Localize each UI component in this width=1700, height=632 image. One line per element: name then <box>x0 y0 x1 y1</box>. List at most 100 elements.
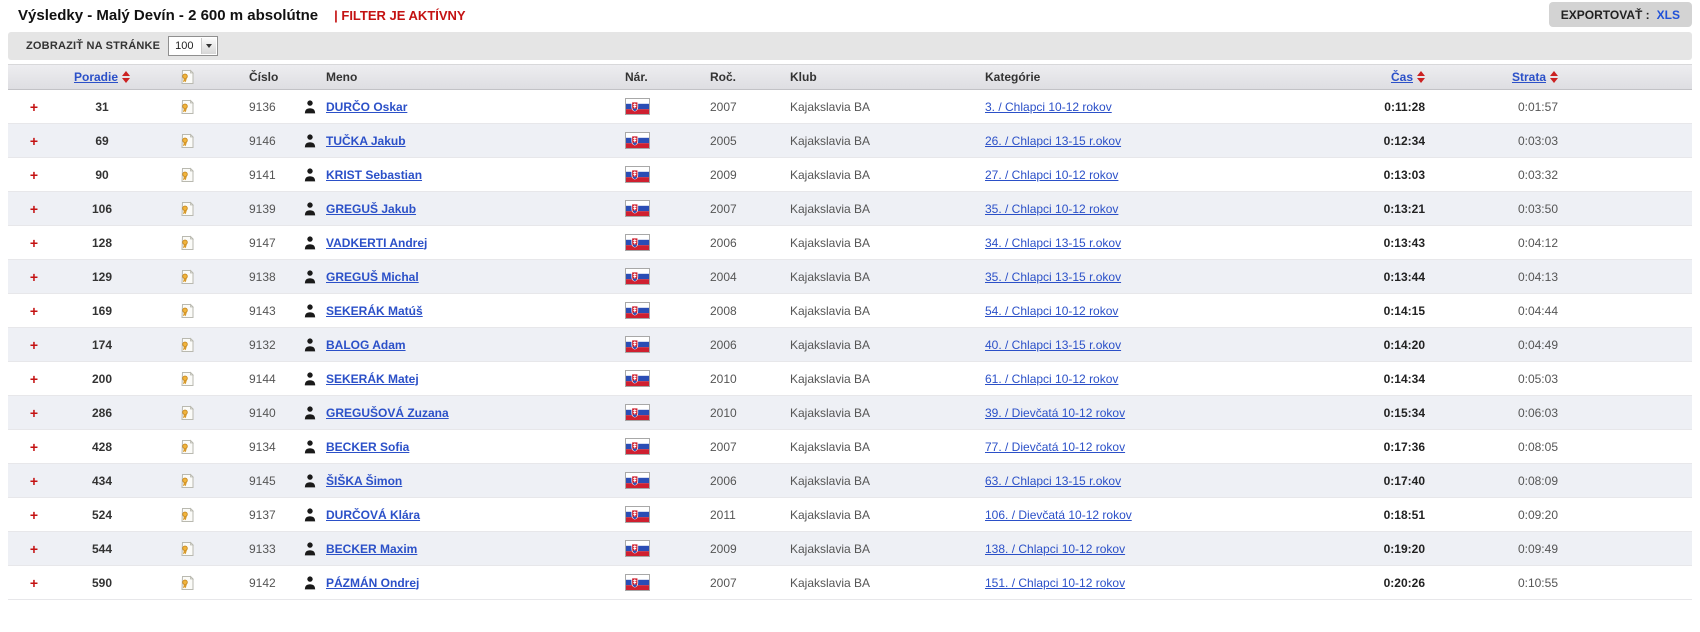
diploma-icon[interactable] <box>180 507 195 523</box>
table-row: + 524 9137 DURČOVÁ Klára <box>8 498 1692 532</box>
select-arrow-area[interactable] <box>201 38 217 54</box>
time-value: 0:13:43 <box>1383 235 1425 250</box>
sort-link-cas[interactable]: Čas <box>1390 70 1413 84</box>
filter-active-notice: | FILTER JE AKTÍVNY <box>334 7 466 23</box>
diploma-icon[interactable] <box>180 337 195 353</box>
bib-number: 9142 <box>249 575 276 590</box>
diploma-icon[interactable] <box>180 439 195 455</box>
sort-up-down-arrows[interactable] <box>122 71 130 83</box>
rank-value: 31 <box>95 99 109 114</box>
expand-plus-icon[interactable]: + <box>29 574 39 591</box>
expand-plus-icon[interactable]: + <box>29 370 39 387</box>
diploma-icon[interactable] <box>180 405 195 421</box>
category-cell: 26. / Chlapci 13-15 r.okov <box>977 134 1268 148</box>
expand-plus-icon[interactable]: + <box>29 438 39 455</box>
diploma-icon[interactable] <box>180 473 195 489</box>
diploma-cell <box>144 541 230 557</box>
category-link[interactable]: 3. / Chlapci 10-12 rokov <box>985 99 1112 114</box>
athlete-name-link[interactable]: SEKERÁK Matej <box>326 371 419 386</box>
name-cell: GREGUŠOVÁ Zuzana <box>324 406 625 420</box>
gap-value: 0:09:20 <box>1517 507 1558 522</box>
sort-link-strata[interactable]: Strata <box>1511 70 1546 84</box>
birth-year: 2006 <box>710 235 737 250</box>
expand-plus-icon[interactable]: + <box>29 472 39 489</box>
athlete-name-link[interactable]: DURČOVÁ Klára <box>326 507 421 522</box>
export-xls-link[interactable]: XLS <box>1656 7 1680 22</box>
sort-link-poradie[interactable]: Poradie <box>73 70 118 84</box>
category-link[interactable]: 151. / Chlapci 10-12 rokov <box>985 575 1126 590</box>
athlete-name-link[interactable]: TUČKA Jakub <box>326 133 406 148</box>
category-cell: 40. / Chlapci 13-15 r.okov <box>977 338 1268 352</box>
category-link[interactable]: 77. / Dievčatá 10-12 rokov <box>985 439 1126 454</box>
expand-plus-icon[interactable]: + <box>29 200 39 217</box>
expand-plus-icon[interactable]: + <box>29 540 39 557</box>
category-link[interactable]: 138. / Chlapci 10-12 rokov <box>985 541 1126 556</box>
category-cell: 138. / Chlapci 10-12 rokov <box>977 542 1268 556</box>
athlete-name-link[interactable]: VADKERTI Andrej <box>326 235 428 250</box>
bib-number: 9147 <box>249 235 276 250</box>
rank-value: 128 <box>91 235 113 250</box>
diploma-icon[interactable] <box>180 133 195 149</box>
expand-cell: + <box>8 576 60 590</box>
sort-up-down-arrows[interactable] <box>1417 71 1425 83</box>
athlete-name-link[interactable]: BALOG Adam <box>326 337 406 352</box>
diploma-icon[interactable] <box>180 235 195 251</box>
expand-plus-icon[interactable]: + <box>29 404 39 421</box>
category-link[interactable]: 26. / Chlapci 13-15 r.okov <box>985 133 1122 148</box>
category-link[interactable]: 61. / Chlapci 10-12 rokov <box>985 371 1119 386</box>
person-icon <box>304 575 316 589</box>
expand-plus-icon[interactable]: + <box>29 166 39 183</box>
category-link[interactable]: 35. / Chlapci 10-12 rokov <box>985 201 1119 216</box>
diploma-icon[interactable] <box>180 303 195 319</box>
expand-plus-icon[interactable]: + <box>29 98 39 115</box>
athlete-name-link[interactable]: ŠIŠKA Šimon <box>326 473 403 488</box>
nationality-cell <box>625 574 703 591</box>
expand-plus-icon[interactable]: + <box>29 132 39 149</box>
expand-plus-icon[interactable]: + <box>29 234 39 251</box>
slovakia-flag-icon <box>625 234 650 251</box>
diploma-icon[interactable] <box>180 99 195 115</box>
person-cell <box>296 405 324 420</box>
gap-value: 0:03:32 <box>1517 167 1558 182</box>
athlete-name-link[interactable]: SEKERÁK Matúš <box>326 303 423 318</box>
diploma-icon[interactable] <box>180 541 195 557</box>
category-link[interactable]: 27. / Chlapci 10-12 rokov <box>985 167 1119 182</box>
diploma-icon[interactable] <box>180 575 195 591</box>
category-link[interactable]: 106. / Dievčatá 10-12 rokov <box>985 507 1132 522</box>
time-value: 0:12:34 <box>1383 133 1425 148</box>
category-link[interactable]: 39. / Dievčatá 10-12 rokov <box>985 405 1126 420</box>
category-link[interactable]: 63. / Chlapci 13-15 r.okov <box>985 473 1122 488</box>
category-link[interactable]: 35. / Chlapci 13-15 r.okov <box>985 269 1122 284</box>
athlete-name-link[interactable]: PÁZMÁN Ondrej <box>326 575 420 590</box>
expand-plus-icon[interactable]: + <box>29 302 39 319</box>
athlete-name-link[interactable]: BECKER Sofia <box>326 439 410 454</box>
person-cell <box>296 167 324 182</box>
table-row: + 286 9140 GREGUŠOVÁ Zuzana <box>8 396 1692 430</box>
athlete-name-link[interactable]: GREGUŠ Michal <box>326 269 419 284</box>
toolbar: ZOBRAZIŤ NA STRÁNKE 100 <box>8 32 1692 60</box>
category-link[interactable]: 34. / Chlapci 13-15 r.okov <box>985 235 1122 250</box>
table-row: + 128 9147 VADKERTI Andrej <box>8 226 1692 260</box>
athlete-name-link[interactable]: KRIST Sebastian <box>326 167 423 182</box>
sort-up-down-arrows[interactable] <box>1550 71 1558 83</box>
nationality-cell <box>625 506 703 523</box>
athlete-name-link[interactable]: GREGUŠOVÁ Zuzana <box>326 405 449 420</box>
person-icon <box>304 99 316 113</box>
expand-plus-icon[interactable]: + <box>29 336 39 353</box>
page-size-select[interactable]: 100 <box>168 36 219 56</box>
diploma-cell <box>144 405 230 421</box>
export-button[interactable]: EXPORTOVAŤ : XLS <box>1548 2 1692 27</box>
expand-plus-icon[interactable]: + <box>29 506 39 523</box>
diploma-icon[interactable] <box>180 201 195 217</box>
expand-plus-icon[interactable]: + <box>29 268 39 285</box>
category-link[interactable]: 40. / Chlapci 13-15 r.okov <box>985 337 1122 352</box>
bib-number: 9137 <box>249 507 276 522</box>
category-link[interactable]: 54. / Chlapci 10-12 rokov <box>985 303 1119 318</box>
diploma-icon[interactable] <box>180 269 195 285</box>
athlete-name-link[interactable]: GREGUŠ Jakub <box>326 201 417 216</box>
athlete-name-link[interactable]: DURČO Oskar <box>326 99 408 114</box>
person-cell <box>296 303 324 318</box>
athlete-name-link[interactable]: BECKER Maxim <box>326 541 418 556</box>
diploma-icon[interactable] <box>180 371 195 387</box>
diploma-icon[interactable] <box>180 167 195 183</box>
